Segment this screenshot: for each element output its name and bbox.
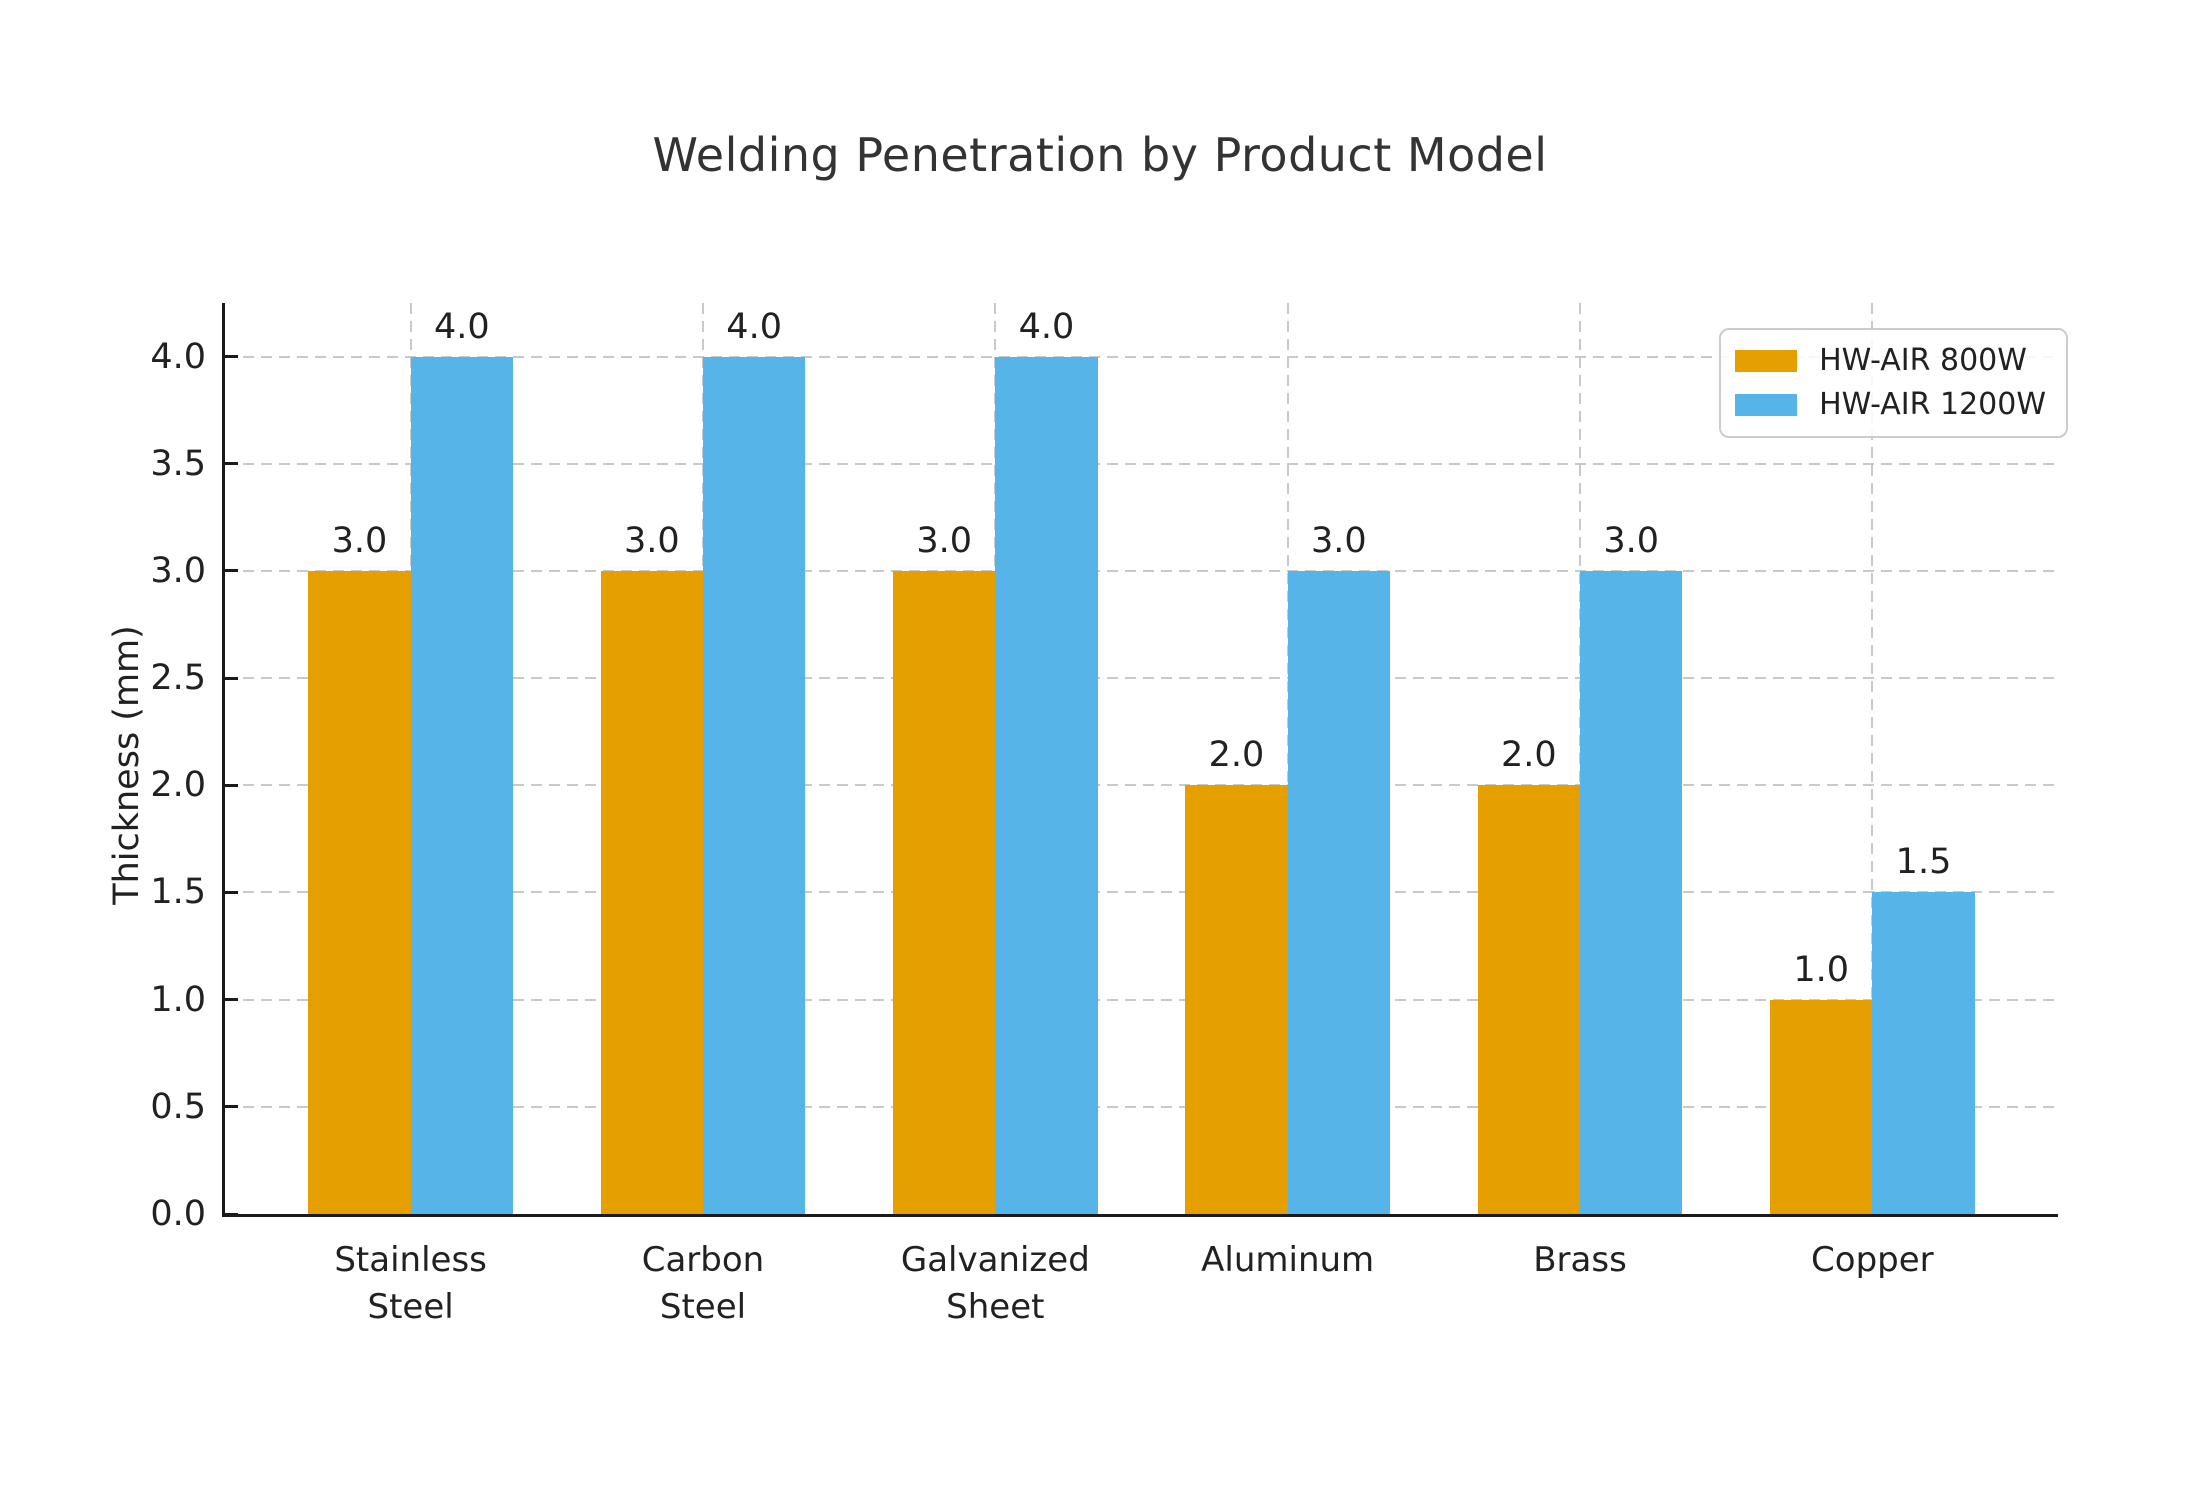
gridline-horizontal [225,891,2058,894]
bar-800w [600,570,703,1214]
y-tick-label: 2.5 [150,658,206,699]
y-tick-label: 3.5 [150,443,206,484]
x-tick-label: Copper [1811,1240,1934,1280]
bar-800w [1477,785,1580,1214]
bar-value-label: 3.0 [1310,520,1367,561]
bar-800w [1770,999,1873,1214]
y-tick-mark [225,1105,238,1109]
bar-800w [308,570,411,1214]
y-tick-label: 2.0 [150,765,206,806]
bar-value-label: 2.0 [1208,735,1265,776]
legend-swatch [1735,394,1798,416]
bar-value-label: 4.0 [1018,306,1075,347]
bar-value-label: 4.0 [433,306,490,347]
bar-value-label: 3.0 [331,520,388,561]
x-tick-label: Stainless Steel [334,1240,487,1327]
legend-label: HW-AIR 800W [1819,343,2027,378]
gridline-horizontal [225,355,2058,358]
bar-value-label: 2.0 [1501,735,1557,776]
x-tick-label: Galvanized Sheet [900,1240,1090,1327]
y-tick-mark [225,462,238,466]
gridline-horizontal [225,998,2058,1001]
bar-1200w [995,356,1098,1214]
gridline-horizontal [225,569,2058,572]
x-tick-label: Carbon Steel [641,1240,765,1327]
gridline-horizontal [225,462,2058,465]
bar-value-label: 3.0 [916,520,972,561]
y-tick-label: 4.0 [150,336,206,377]
bar-800w [1185,785,1288,1214]
bar-value-label: 1.5 [1895,842,1952,883]
y-tick-label: 1.5 [150,872,206,913]
bar-value-label: 1.0 [1793,949,1850,990]
gridline-vertical [1871,303,1874,1214]
gridline-horizontal [225,677,2058,680]
gridline-horizontal [225,784,2058,787]
legend-item: HW-AIR 800W [1735,344,2046,378]
y-tick-mark [225,783,238,787]
gridline-horizontal [225,1105,2058,1108]
legend-swatch [1735,350,1798,372]
bar-1200w [1580,570,1683,1214]
chart-title: Welding Penetration by Product Model [652,128,1548,182]
y-tick-label: 0.0 [150,1194,206,1234]
legend-item: HW-AIR 1200W [1735,388,2046,422]
bar-value-label: 3.0 [623,520,680,561]
y-tick-label: 0.5 [150,1086,206,1127]
bar-1200w [702,356,806,1214]
legend-label: HW-AIR 1200W [1819,387,2046,422]
x-tick-label: Aluminum [1201,1240,1375,1280]
y-tick-mark [225,569,238,573]
y-tick-mark [225,676,238,680]
bar-1200w [1872,892,1975,1214]
plot-area: 3.0 3.0 3.0 2.0 2.0 1.0 4.0 4.0 4.0 3.0 3.0 1.5 [222,303,2058,1217]
y-tick-label: 1.0 [150,979,206,1020]
y-tick-mark [225,1212,238,1216]
bar-1200w [1287,570,1390,1214]
bar-1200w [410,356,513,1214]
legend: HW-AIR 800W HW-AIR 1200W [1719,328,2068,438]
y-tick-mark [225,355,238,359]
bar-800w [893,570,996,1214]
y-tick-mark [225,998,238,1002]
y-tick-mark [225,890,238,894]
x-tick-label: Brass [1533,1240,1627,1280]
y-tick-label: 3.0 [150,550,206,591]
bar-value-label: 3.0 [1603,520,1659,561]
bar-value-label: 4.0 [726,306,782,347]
